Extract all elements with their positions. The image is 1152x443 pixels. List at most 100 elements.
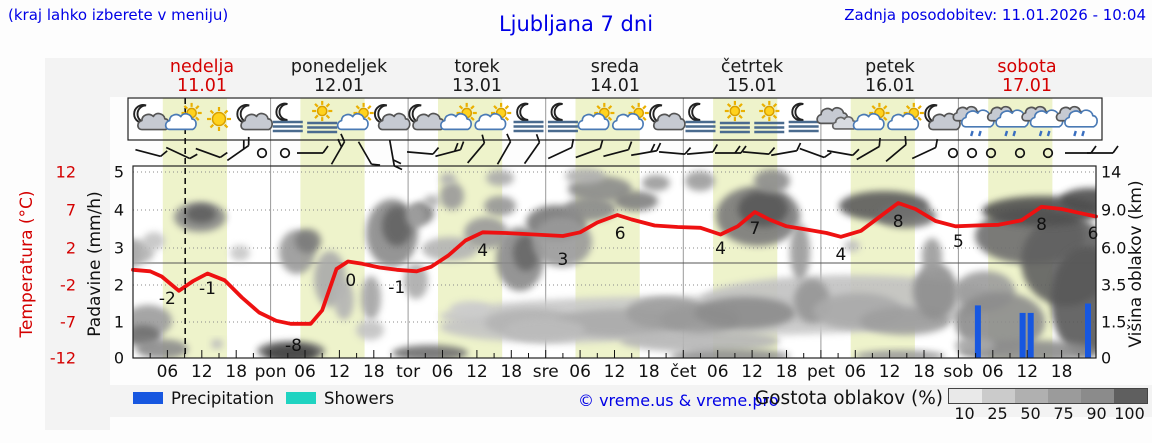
wind-barb-icon [686, 144, 719, 155]
temperature-value: -8 [285, 336, 302, 356]
wind-barb-row [135, 133, 1119, 171]
drizzle-icon [1073, 130, 1085, 137]
day-name: sreda [590, 57, 640, 77]
day-abbrev: pet [807, 362, 835, 382]
precipitation-tick: 2 [114, 276, 124, 295]
wind-barb-icon [911, 138, 939, 160]
wind-barb-icon [715, 145, 747, 154]
fog-icon [754, 121, 785, 134]
temperature-tick: -12 [50, 349, 76, 368]
drizzle-icon [1038, 130, 1051, 137]
wind-barb-icon [1065, 145, 1097, 154]
time-axis-labels: 06 12 18 pon 06 12 18 tor 06 12 18 sre 06 12 18 čet 06 12… [157, 362, 1073, 382]
fog-icon [513, 120, 544, 133]
wind-barb-icon [771, 142, 802, 157]
wind-barb-icon [195, 147, 228, 159]
cloud-icon [164, 112, 197, 131]
cloud-icon [577, 112, 610, 131]
wind-barb-icon [1087, 145, 1119, 154]
day-header: ponedeljek 12.01 [269, 58, 409, 96]
hour-label: 18 [638, 362, 660, 382]
calm-wind-icon [966, 147, 978, 159]
weather-icon-sun-cloud [852, 102, 890, 131]
day-header: sobota 17.01 [957, 58, 1097, 96]
temperature-value: 4 [477, 241, 488, 261]
wind-barb-icon [742, 147, 776, 155]
cloud-density-swatch [1015, 389, 1048, 403]
cloud-icon [852, 112, 885, 131]
weather-icon-moon-cloud [373, 104, 411, 131]
hour-label: 18 [913, 362, 935, 382]
weather-icon-sun-cloud [336, 102, 374, 131]
hour-label: 12 [879, 362, 901, 382]
weather-icon-sun-cloud [164, 102, 202, 131]
temperature-value: -1 [388, 278, 405, 298]
cloud-icon [652, 112, 686, 131]
day-abbrev: pon [255, 362, 287, 382]
day-abbrev: čet [670, 362, 697, 382]
hour-label: 18 [363, 362, 385, 382]
fog-icon [788, 120, 819, 133]
day-date: 17.01 [1001, 76, 1053, 96]
hour-label: 18 [776, 362, 798, 382]
temperature-value: 8 [1036, 215, 1047, 235]
last-update-label: Zadnja posodobitev: 11.01.2026 - 10:04 [844, 6, 1146, 24]
precipitation-bar [1027, 312, 1034, 358]
cloud-density-level: 75 [1053, 404, 1074, 423]
temperature-value: 6 [1088, 224, 1099, 244]
precipitation-bar [1085, 303, 1091, 358]
moon-icon [275, 102, 288, 122]
cloud-height-tick: 3.5 [1101, 276, 1126, 295]
weather-icon-cloud-drizzle [986, 105, 1030, 137]
precipitation-tick: 0 [114, 349, 124, 368]
day-date: 12.01 [313, 76, 365, 96]
cloud-density-scale [948, 388, 1148, 404]
day-header-strip-bg [110, 58, 1152, 97]
sun-icon [759, 100, 780, 122]
cloud-height-tick: 6.0 [1101, 239, 1126, 258]
temperature-value: 8 [893, 212, 904, 232]
temperature-line [131, 201, 1098, 326]
moon-icon [791, 102, 804, 122]
temperature-value: 0 [345, 271, 356, 291]
weather-icon-cloud-drizzle [1055, 105, 1098, 137]
moon-icon [688, 102, 701, 122]
cloud-icon [336, 112, 369, 131]
cloud-density-swatch [1114, 389, 1147, 403]
menu-hint: (kraj lahko izberete v meniju) [8, 6, 229, 24]
cloud-icon [1064, 109, 1098, 128]
hour-label: 12 [191, 362, 213, 382]
wind-barb-icon [658, 147, 692, 155]
hour-label: 18 [500, 362, 522, 382]
day-date: 15.01 [726, 76, 778, 96]
temperature-value: 5 [953, 232, 964, 252]
wind-barb-icon [496, 133, 512, 165]
weather-icon-sun-cloud [887, 102, 924, 131]
calm-wind-icon [1014, 147, 1026, 159]
wind-barb-icon [827, 148, 860, 157]
daylight-band [300, 98, 365, 358]
cloud-icon [439, 112, 472, 131]
precipitation-bar [1019, 312, 1026, 358]
copyright-link[interactable]: © vreme.us & vreme.pro [578, 391, 779, 410]
weather-icon-sun [207, 107, 231, 131]
hour-label: 18 [1051, 362, 1073, 382]
day-date: 16.01 [864, 76, 916, 96]
weather-icon-sun-cloud [611, 102, 649, 131]
hour-label: 06 [294, 362, 316, 382]
temperature-tick: -7 [60, 313, 76, 332]
temperature-value: -1 [199, 279, 216, 299]
weather-icon-moon-fog [788, 102, 819, 133]
hour-label: 12 [466, 362, 488, 382]
weather-icon-moon-fog [272, 102, 303, 133]
cloud-icon [240, 112, 273, 131]
wind-barb-icon [856, 137, 881, 161]
day-header: torek 13.01 [407, 58, 547, 96]
page-title: Ljubljana 7 dni [498, 12, 654, 36]
weather-icon-moon-cloud [236, 104, 273, 131]
day-abbrev: sre [533, 362, 559, 382]
wind-barb-icon [603, 141, 633, 158]
cloud-height-tick: 14 [1101, 163, 1121, 182]
wind-barb-icon [466, 134, 486, 164]
hour-label: 12 [741, 362, 763, 382]
